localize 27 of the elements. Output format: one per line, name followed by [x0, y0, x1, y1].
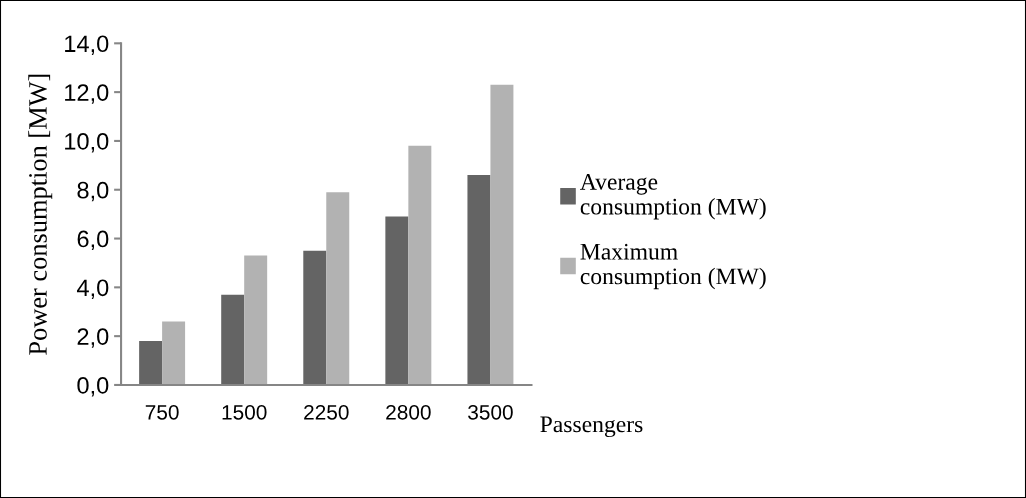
- legend-label: Maximum consumption (MW): [580, 243, 766, 290]
- y-axis-title: Power consumption [MW]: [28, 74, 53, 355]
- bar: [326, 192, 350, 385]
- bar: [385, 216, 409, 385]
- x-tick-label: 2250: [304, 404, 349, 420]
- bar: [244, 255, 268, 385]
- bar: [221, 294, 245, 385]
- bar: [303, 250, 327, 385]
- y-tick-label: 2,0: [77, 328, 109, 348]
- legend-label: Average consumption (MW): [580, 174, 766, 220]
- y-tick-label: 0,0: [77, 377, 109, 397]
- bar: [490, 84, 514, 385]
- y-tick-label: 12,0: [65, 84, 109, 104]
- y-tick-label: 10,0: [65, 133, 109, 153]
- y-tick-label: 8,0: [77, 181, 109, 202]
- x-tick-label: 2800: [386, 404, 431, 420]
- x-tick-label: 3500: [468, 404, 513, 420]
- bar: [162, 321, 186, 385]
- y-tick-label: 6,0: [77, 230, 109, 251]
- x-tick-label: 1500: [222, 404, 267, 420]
- bar: [408, 145, 432, 385]
- x-axis-title: Passengers: [540, 416, 643, 438]
- y-tick-label: 4,0: [76, 279, 109, 299]
- y-tick-label: 14,0: [65, 35, 109, 55]
- x-tick-label: 750: [145, 404, 179, 420]
- bar: [139, 341, 163, 385]
- bar: [467, 175, 491, 385]
